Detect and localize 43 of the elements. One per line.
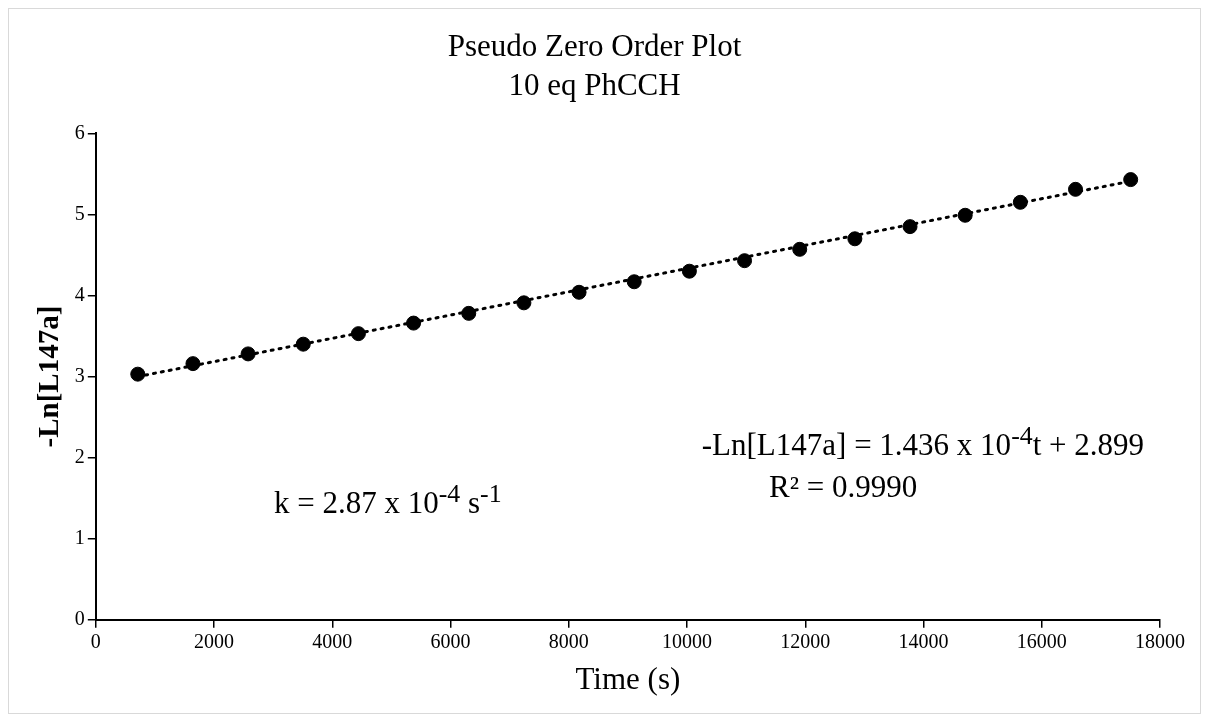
annotation: -Ln[L147a] = 1.436 x 10$^{-4}$t + 2.899 xyxy=(701,421,1144,464)
point xyxy=(516,295,532,311)
point xyxy=(1068,181,1084,197)
point xyxy=(1123,172,1139,188)
point xyxy=(1012,194,1028,210)
point xyxy=(130,366,146,382)
point xyxy=(681,263,697,279)
x-tick-label: 12000 xyxy=(780,630,831,653)
point xyxy=(350,326,366,342)
y-tick-label: 6 xyxy=(74,120,85,143)
point xyxy=(626,274,642,290)
point xyxy=(902,219,918,235)
point xyxy=(240,346,256,362)
point xyxy=(406,315,422,331)
y-axis-title: -Ln[L147a] xyxy=(31,305,64,448)
point xyxy=(737,253,753,269)
y-tick-label: 5 xyxy=(74,201,85,224)
annotation: R² = 0.9990 xyxy=(769,469,918,505)
annotation: k = 2.87 x 10$^{-4}$ s$^{-1}$ xyxy=(274,479,502,522)
point xyxy=(295,336,311,352)
x-tick-label: 14000 xyxy=(898,630,949,653)
point xyxy=(957,207,973,223)
x-tick-label: 2000 xyxy=(194,630,235,653)
x-axis-title: Time (s) xyxy=(575,660,681,696)
y-tick-label: 2 xyxy=(74,444,85,467)
y-tick-label: 4 xyxy=(74,282,85,305)
point xyxy=(792,241,808,257)
chart-title: Pseudo Zero Order Plot xyxy=(447,27,742,63)
point xyxy=(571,284,587,300)
x-tick-label: 10000 xyxy=(662,630,713,653)
x-tick-label: 0 xyxy=(90,630,101,653)
y-tick-label: 1 xyxy=(74,525,85,548)
x-tick-label: 16000 xyxy=(1016,630,1067,653)
x-tick-label: 4000 xyxy=(312,630,353,653)
x-tick-label: 18000 xyxy=(1135,630,1185,653)
y-tick-label: 3 xyxy=(74,363,85,386)
point xyxy=(185,356,201,372)
x-tick-label: 6000 xyxy=(430,630,471,653)
point xyxy=(847,231,863,247)
chart-subtitle: 10 eq PhCCH xyxy=(508,66,681,102)
y-tick-label: 0 xyxy=(74,607,85,630)
x-tick-label: 8000 xyxy=(548,630,589,653)
point xyxy=(461,305,477,321)
